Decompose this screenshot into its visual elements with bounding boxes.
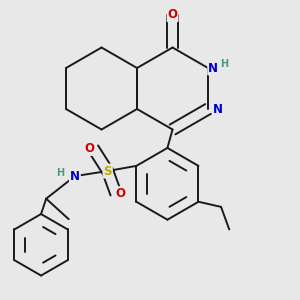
Text: O: O xyxy=(84,142,94,155)
Text: N: N xyxy=(208,61,218,74)
Text: S: S xyxy=(103,164,112,178)
Text: H: H xyxy=(220,59,229,69)
Text: N: N xyxy=(70,169,80,183)
Text: O: O xyxy=(115,187,125,200)
Text: H: H xyxy=(56,168,64,178)
Text: O: O xyxy=(167,8,178,21)
Text: N: N xyxy=(213,103,223,116)
